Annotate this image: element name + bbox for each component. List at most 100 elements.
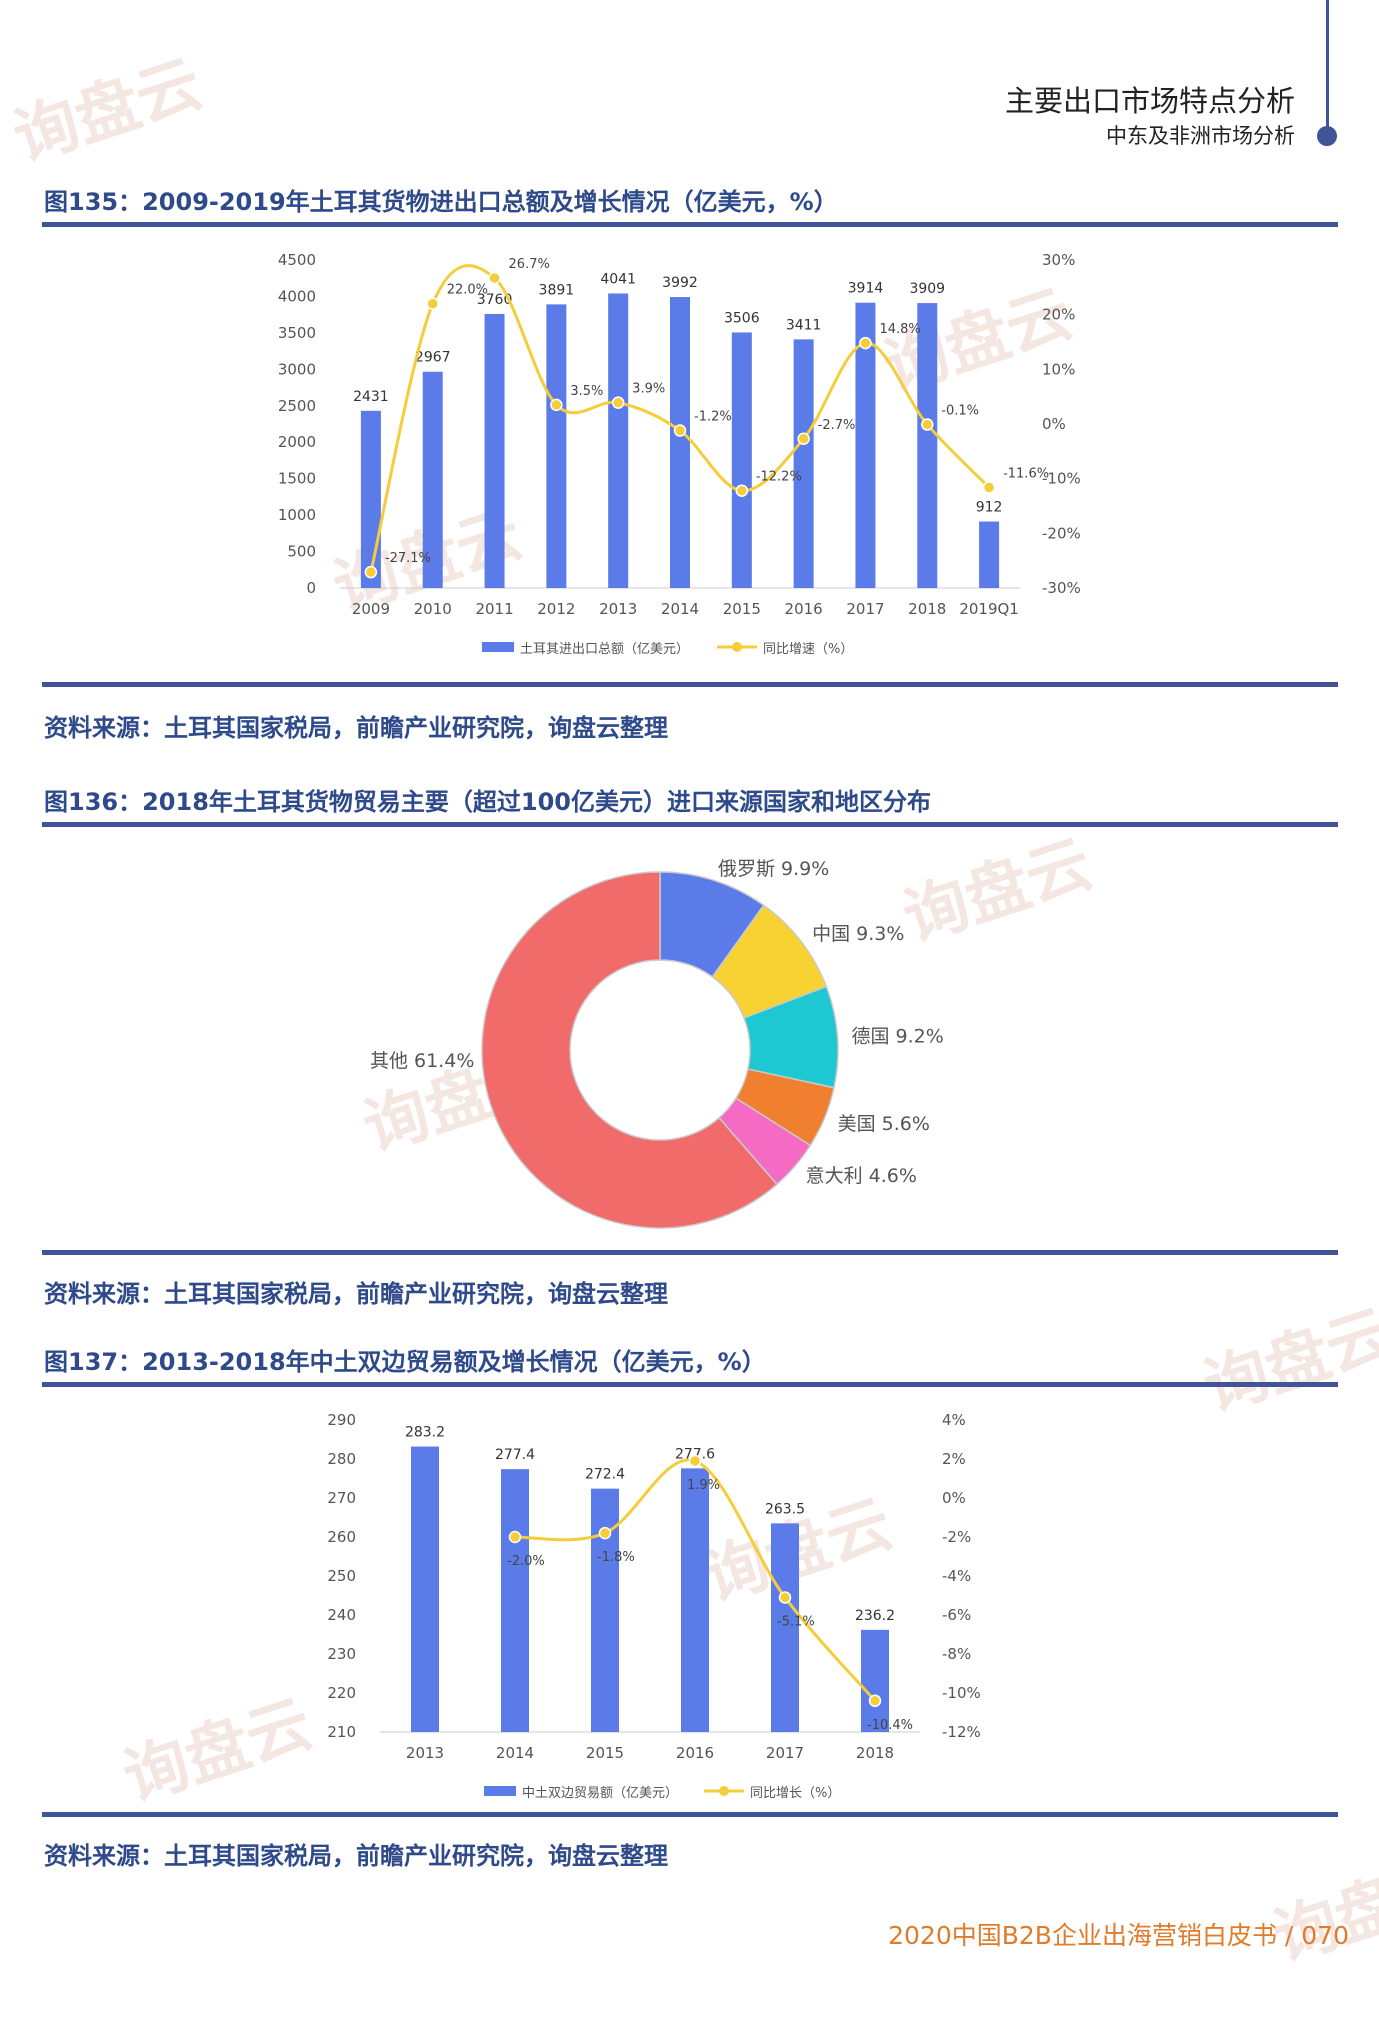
slice-label: 中国 9.3%	[812, 923, 904, 945]
section-subtitle: 中东及非洲市场分析	[1106, 124, 1295, 148]
bar	[608, 293, 629, 588]
x-tick-label: 2018	[856, 1744, 894, 1762]
growth-value-label: -0.1%	[941, 404, 979, 419]
growth-point	[868, 1694, 882, 1708]
y2-tick-label: -10%	[942, 1684, 981, 1702]
growth-point	[778, 1591, 792, 1604]
growth-value-label: 1.9%	[687, 1478, 720, 1493]
bar-value-label: 272.4	[585, 1467, 625, 1483]
y-tick-label: 290	[327, 1411, 356, 1429]
legend-bar-label: 中土双边贸易额（亿美元）	[522, 1786, 678, 1801]
x-tick-label: 2018	[908, 600, 946, 618]
figure-135-top-rule	[42, 222, 1338, 227]
bar-value-label: 236.2	[855, 1608, 895, 1624]
y-tick-label: 280	[327, 1450, 356, 1468]
figure-137-top-rule	[42, 1382, 1338, 1387]
x-tick-label: 2017	[846, 600, 884, 618]
figure-137-title: 图137：2013-2018年中土双边贸易额及增长情况（亿美元，%）	[44, 1348, 766, 1376]
y-tick-label: 3000	[278, 360, 316, 378]
bar-value-label: 3760	[477, 292, 513, 308]
bar	[670, 297, 690, 588]
growth-point	[673, 424, 687, 437]
figure-135-title: 图135：2009-2019年土耳其货物进出口总额及增长情况（亿美元，%）	[44, 188, 838, 216]
bar-value-label: 3891	[539, 282, 575, 298]
x-tick-label: 2013	[599, 600, 637, 618]
figure-135-bottom-rule	[42, 682, 1338, 687]
growth-value-label: 3.9%	[632, 382, 665, 397]
chart-china-turkey-trade: 210 220 230 240 250 260 270 280 290 -12% -10% -8% -6…	[327, 1411, 981, 1801]
watermark: 询盘云	[5, 46, 211, 177]
x-tick-label: 2015	[586, 1744, 624, 1762]
y-tick-label: 230	[327, 1645, 356, 1663]
slice-label: 意大利 4.6%	[806, 1165, 917, 1187]
figure-136-title: 图136：2018年土耳其货物贸易主要（超过100亿美元）进口来源国家和地区分布	[44, 788, 931, 816]
x-tick-label: 2010	[414, 600, 452, 618]
section-title: 主要出口市场特点分析	[1004, 84, 1295, 118]
growth-value-label: 3.5%	[570, 384, 603, 399]
y2-tick-label: 4%	[942, 1411, 966, 1429]
y-tick-label: 2500	[278, 397, 316, 415]
bar	[422, 371, 443, 588]
growth-point	[688, 1454, 702, 1468]
y2-tick-label: 2%	[942, 1450, 966, 1468]
bar	[855, 302, 876, 588]
growth-value-label: 22.0%	[447, 283, 488, 298]
legend-bar-swatch	[482, 642, 514, 652]
x-tick-label: 2014	[661, 600, 699, 618]
growth-point	[735, 484, 749, 497]
slice-label: 美国 5.6%	[838, 1113, 930, 1135]
y2-tick-label: -8%	[942, 1645, 971, 1663]
growth-point	[611, 396, 625, 409]
donut-slice	[481, 871, 778, 1229]
bar-value-label: 3506	[724, 310, 760, 326]
x-tick-label: 2015	[723, 600, 761, 618]
growth-point	[859, 336, 872, 350]
bar-value-label: 912	[976, 500, 1003, 516]
chart-trade-total: 0 500 1000 1500 2000 2500 3000 3500 4000 4500 -30%…	[278, 251, 1081, 657]
y2-tick-label: 10%	[1042, 360, 1075, 378]
y2-tick-label: -12%	[942, 1723, 981, 1741]
y-tick-label: 270	[327, 1489, 356, 1507]
y-tick-label: 500	[287, 543, 316, 561]
legend-line-label: 同比增速（%）	[763, 642, 853, 657]
y-tick-label: 250	[327, 1567, 356, 1585]
bar-value-label: 283.2	[405, 1425, 445, 1441]
x-tick-label: 2019Q1	[959, 600, 1019, 618]
growth-point	[364, 565, 378, 579]
y-tick-label: 260	[327, 1528, 356, 1546]
bar	[546, 304, 567, 588]
figure-136-bottom-rule	[42, 1250, 1338, 1255]
bar-value-label: 3909	[909, 281, 945, 297]
growth-value-label: -5.1%	[777, 1614, 815, 1629]
bar	[681, 1468, 709, 1732]
growth-line	[514, 1458, 877, 1702]
y-tick-label: 1500	[278, 470, 316, 488]
figure-136-top-rule	[42, 822, 1338, 827]
bar-value-label: 4041	[600, 271, 636, 287]
growth-point	[488, 271, 501, 285]
y-tick-label: 3500	[278, 324, 316, 342]
growth-value-label: -11.6%	[1003, 466, 1049, 481]
header-dot	[1317, 126, 1337, 146]
bar	[731, 332, 752, 588]
y2-tick-label: -30%	[1042, 579, 1081, 597]
slice-label: 俄罗斯 9.9%	[718, 858, 829, 880]
y-tick-label: 1000	[278, 506, 316, 524]
slice-label: 德国 9.2%	[851, 1026, 943, 1048]
growth-value-label: 14.8%	[879, 322, 920, 337]
growth-point	[550, 398, 563, 412]
y2-tick-label: 0%	[1042, 415, 1066, 433]
growth-point	[426, 297, 439, 310]
y-tick-label: 0	[306, 579, 316, 597]
legend-line-label: 同比增长（%）	[750, 1786, 840, 1801]
page-footer: 2020中国B2B企业出海营销白皮书 / 070	[888, 1921, 1349, 1950]
y2-tick-label: -10%	[1042, 470, 1081, 488]
bar	[861, 1629, 889, 1732]
x-tick-label: 2016	[785, 600, 823, 618]
bar-value-label: 277.4	[495, 1447, 535, 1463]
growth-point	[797, 432, 810, 446]
bar-value-label: 3411	[786, 317, 822, 333]
y-tick-label: 210	[327, 1723, 356, 1741]
growth-value-label: -2.0%	[507, 1554, 545, 1569]
x-tick-label: 2016	[676, 1744, 714, 1762]
